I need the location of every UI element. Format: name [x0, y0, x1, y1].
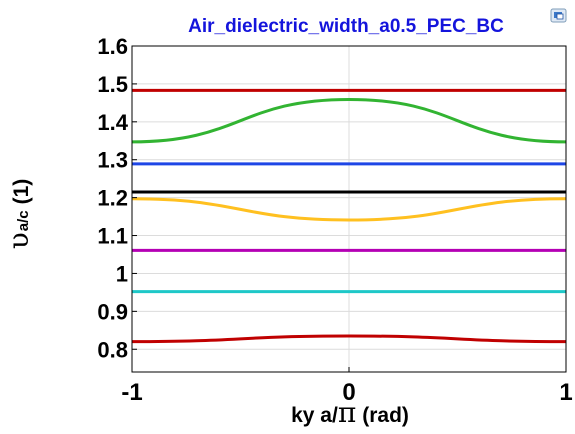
y-tick-label: 1.4 — [97, 110, 128, 135]
grid — [131, 45, 567, 372]
x-tick-label: -1 — [121, 379, 142, 406]
y-tick-label: 1.1 — [97, 224, 128, 249]
y-tick-label: 1.2 — [97, 186, 128, 211]
y-tick-label: 0.8 — [97, 337, 128, 362]
y-axis-label-symbol: υ — [2, 232, 35, 249]
x-axis-label-suffix: (rad) — [362, 404, 409, 427]
band-line-7 — [131, 97, 567, 144]
y-tick-label: 1 — [116, 261, 128, 286]
x-tick-label: 0 — [342, 379, 355, 406]
x-axis-label-prefix: ky a/ — [291, 404, 338, 427]
y-tick-label: 1.6 — [97, 34, 128, 59]
y-tick-label: 1.3 — [97, 148, 128, 173]
y-axis-ticks: 0.8 0.9 1 1.1 1.2 1.3 1.4 1.5 1.6 — [97, 34, 137, 362]
y-axis-label-suffix: (1) — [10, 179, 33, 205]
x-tick-label: 1 — [559, 379, 572, 406]
y-tick-label: 1.5 — [97, 72, 128, 97]
y-axis-label-subscript: a/c — [15, 210, 32, 231]
series-group — [131, 88, 567, 344]
chart-title: Air_dielectric_width_a0.5_PEC_BC — [188, 16, 504, 37]
x-axis-ticks: -1 0 1 — [121, 367, 573, 406]
y-axis-label: υa/c (1) — [2, 179, 35, 250]
band-line-1 — [131, 334, 567, 344]
band-line-4 — [131, 197, 567, 222]
x-axis-label: ky a/π (rad) — [291, 396, 409, 429]
window-restore-icon[interactable] — [550, 8, 567, 23]
x-axis-label-symbol: π — [338, 396, 356, 429]
y-tick-label: 0.9 — [97, 299, 128, 324]
